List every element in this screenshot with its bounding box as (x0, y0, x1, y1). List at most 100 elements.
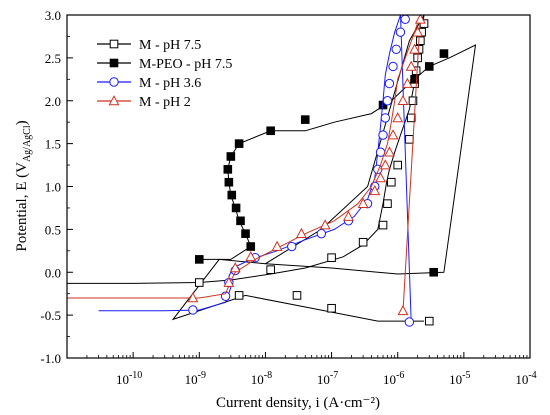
y-axis-title-sub: Ag/AgCl (22, 125, 33, 162)
data-point (391, 44, 401, 54)
data-point (266, 126, 275, 136)
data-point (393, 160, 403, 170)
y-tick-label: -0.5 (40, 308, 61, 323)
data-point (327, 303, 336, 313)
legend-label: M - pH 3.6 (139, 76, 201, 91)
series-line (67, 15, 425, 322)
data-point (316, 228, 327, 239)
data-point (194, 278, 204, 287)
data-point (397, 304, 409, 316)
legend-marker (108, 95, 120, 106)
data-point (429, 267, 439, 277)
x-tick-label: 10-10 (116, 370, 142, 387)
data-point (409, 43, 421, 54)
x-tick-label: 10-9 (185, 370, 206, 387)
y-tick-label: 2.5 (45, 51, 61, 66)
data-point (187, 292, 199, 303)
data-point (245, 250, 257, 262)
data-point (343, 210, 354, 221)
data-point (229, 262, 241, 273)
data-point (410, 75, 419, 84)
data-point (405, 135, 414, 144)
data-point (357, 197, 369, 208)
x-tick-label: 10-5 (449, 370, 470, 387)
data-point (397, 94, 409, 106)
data-point (375, 172, 386, 183)
series-2 (98, 15, 415, 327)
data-point (358, 237, 368, 247)
y-tick-label: 1.0 (45, 180, 61, 195)
legend-label: M - pH 7.5 (139, 38, 201, 53)
x-tick-label: 10-8 (251, 370, 272, 387)
data-point (384, 78, 395, 89)
data-point (246, 242, 256, 251)
data-point (408, 96, 418, 106)
data-point (378, 220, 388, 230)
series-line (199, 44, 477, 275)
data-point (379, 159, 391, 170)
data-point (188, 305, 198, 315)
y-tick-label: 1.5 (45, 137, 61, 152)
data-point (382, 96, 393, 106)
legend-marker (109, 58, 119, 68)
data-point (405, 60, 417, 71)
data-point (226, 152, 236, 161)
data-point (412, 26, 424, 37)
y-axis-title: Potential, E (VAg/AgCl) (14, 120, 33, 251)
data-point (388, 61, 398, 72)
data-point (327, 253, 336, 262)
data-point (400, 15, 410, 24)
data-point (224, 177, 234, 187)
series-layer (67, 15, 477, 327)
data-point (241, 229, 250, 238)
data-point (439, 49, 449, 58)
series-1 (194, 44, 477, 277)
legend-marker (109, 77, 119, 87)
y-tick-label: 0.0 (45, 265, 61, 280)
data-point (287, 241, 297, 252)
data-point (319, 219, 331, 230)
data-point (424, 316, 434, 326)
legend-marker (109, 39, 119, 49)
legend-label: M-PEO - pH 7.5 (139, 57, 232, 72)
x-axis-ticks: 10-10 10-9 10-8 10-7 10-6 10-5 10-4 (86, 352, 537, 387)
data-point (292, 291, 302, 300)
data-point (236, 216, 245, 226)
data-point (401, 77, 413, 88)
data-point (416, 36, 425, 46)
data-point (271, 240, 283, 251)
data-point (300, 115, 310, 124)
series-3 (67, 15, 426, 316)
data-point (223, 165, 233, 174)
data-point (378, 130, 388, 140)
data-point (295, 227, 307, 238)
data-point (380, 113, 391, 123)
legend-label: M - pH 2 (139, 95, 191, 110)
data-point (424, 62, 434, 71)
data-point (387, 129, 399, 140)
y-axis-title-main: Potential, E (V (14, 162, 30, 252)
x-tick-label: 10-7 (317, 370, 338, 387)
data-point (234, 291, 244, 300)
data-point (383, 199, 392, 208)
x-axis-title: Current density, i (A·cm⁻²) (216, 395, 380, 411)
legend: M - pH 7.5 M-PEO - pH 7.5 M - pH 3.6 M - pH… (97, 38, 232, 110)
data-point (231, 203, 241, 213)
svg-text:Potential, E (VAg/AgCl): Potential, E (VAg/AgCl) (14, 120, 33, 251)
data-point (414, 15, 426, 24)
y-axis-ticks: -1.0 -0.5 0.0 0.5 1.0 1.5 2.0 2.5 3.0 (40, 8, 73, 366)
data-point (369, 184, 381, 196)
data-point (384, 146, 395, 157)
data-point (404, 317, 415, 327)
data-point (227, 190, 237, 200)
x-tick-label: 10-4 (515, 370, 536, 387)
y-axis-title-close: ) (14, 120, 30, 125)
y-tick-label: 2.0 (45, 94, 61, 109)
series-line (67, 15, 421, 311)
data-point (392, 112, 404, 123)
data-point (266, 265, 275, 274)
x-tick-label: 10-6 (383, 370, 404, 387)
data-point (223, 276, 235, 287)
y-tick-label: 0.5 (45, 222, 61, 237)
